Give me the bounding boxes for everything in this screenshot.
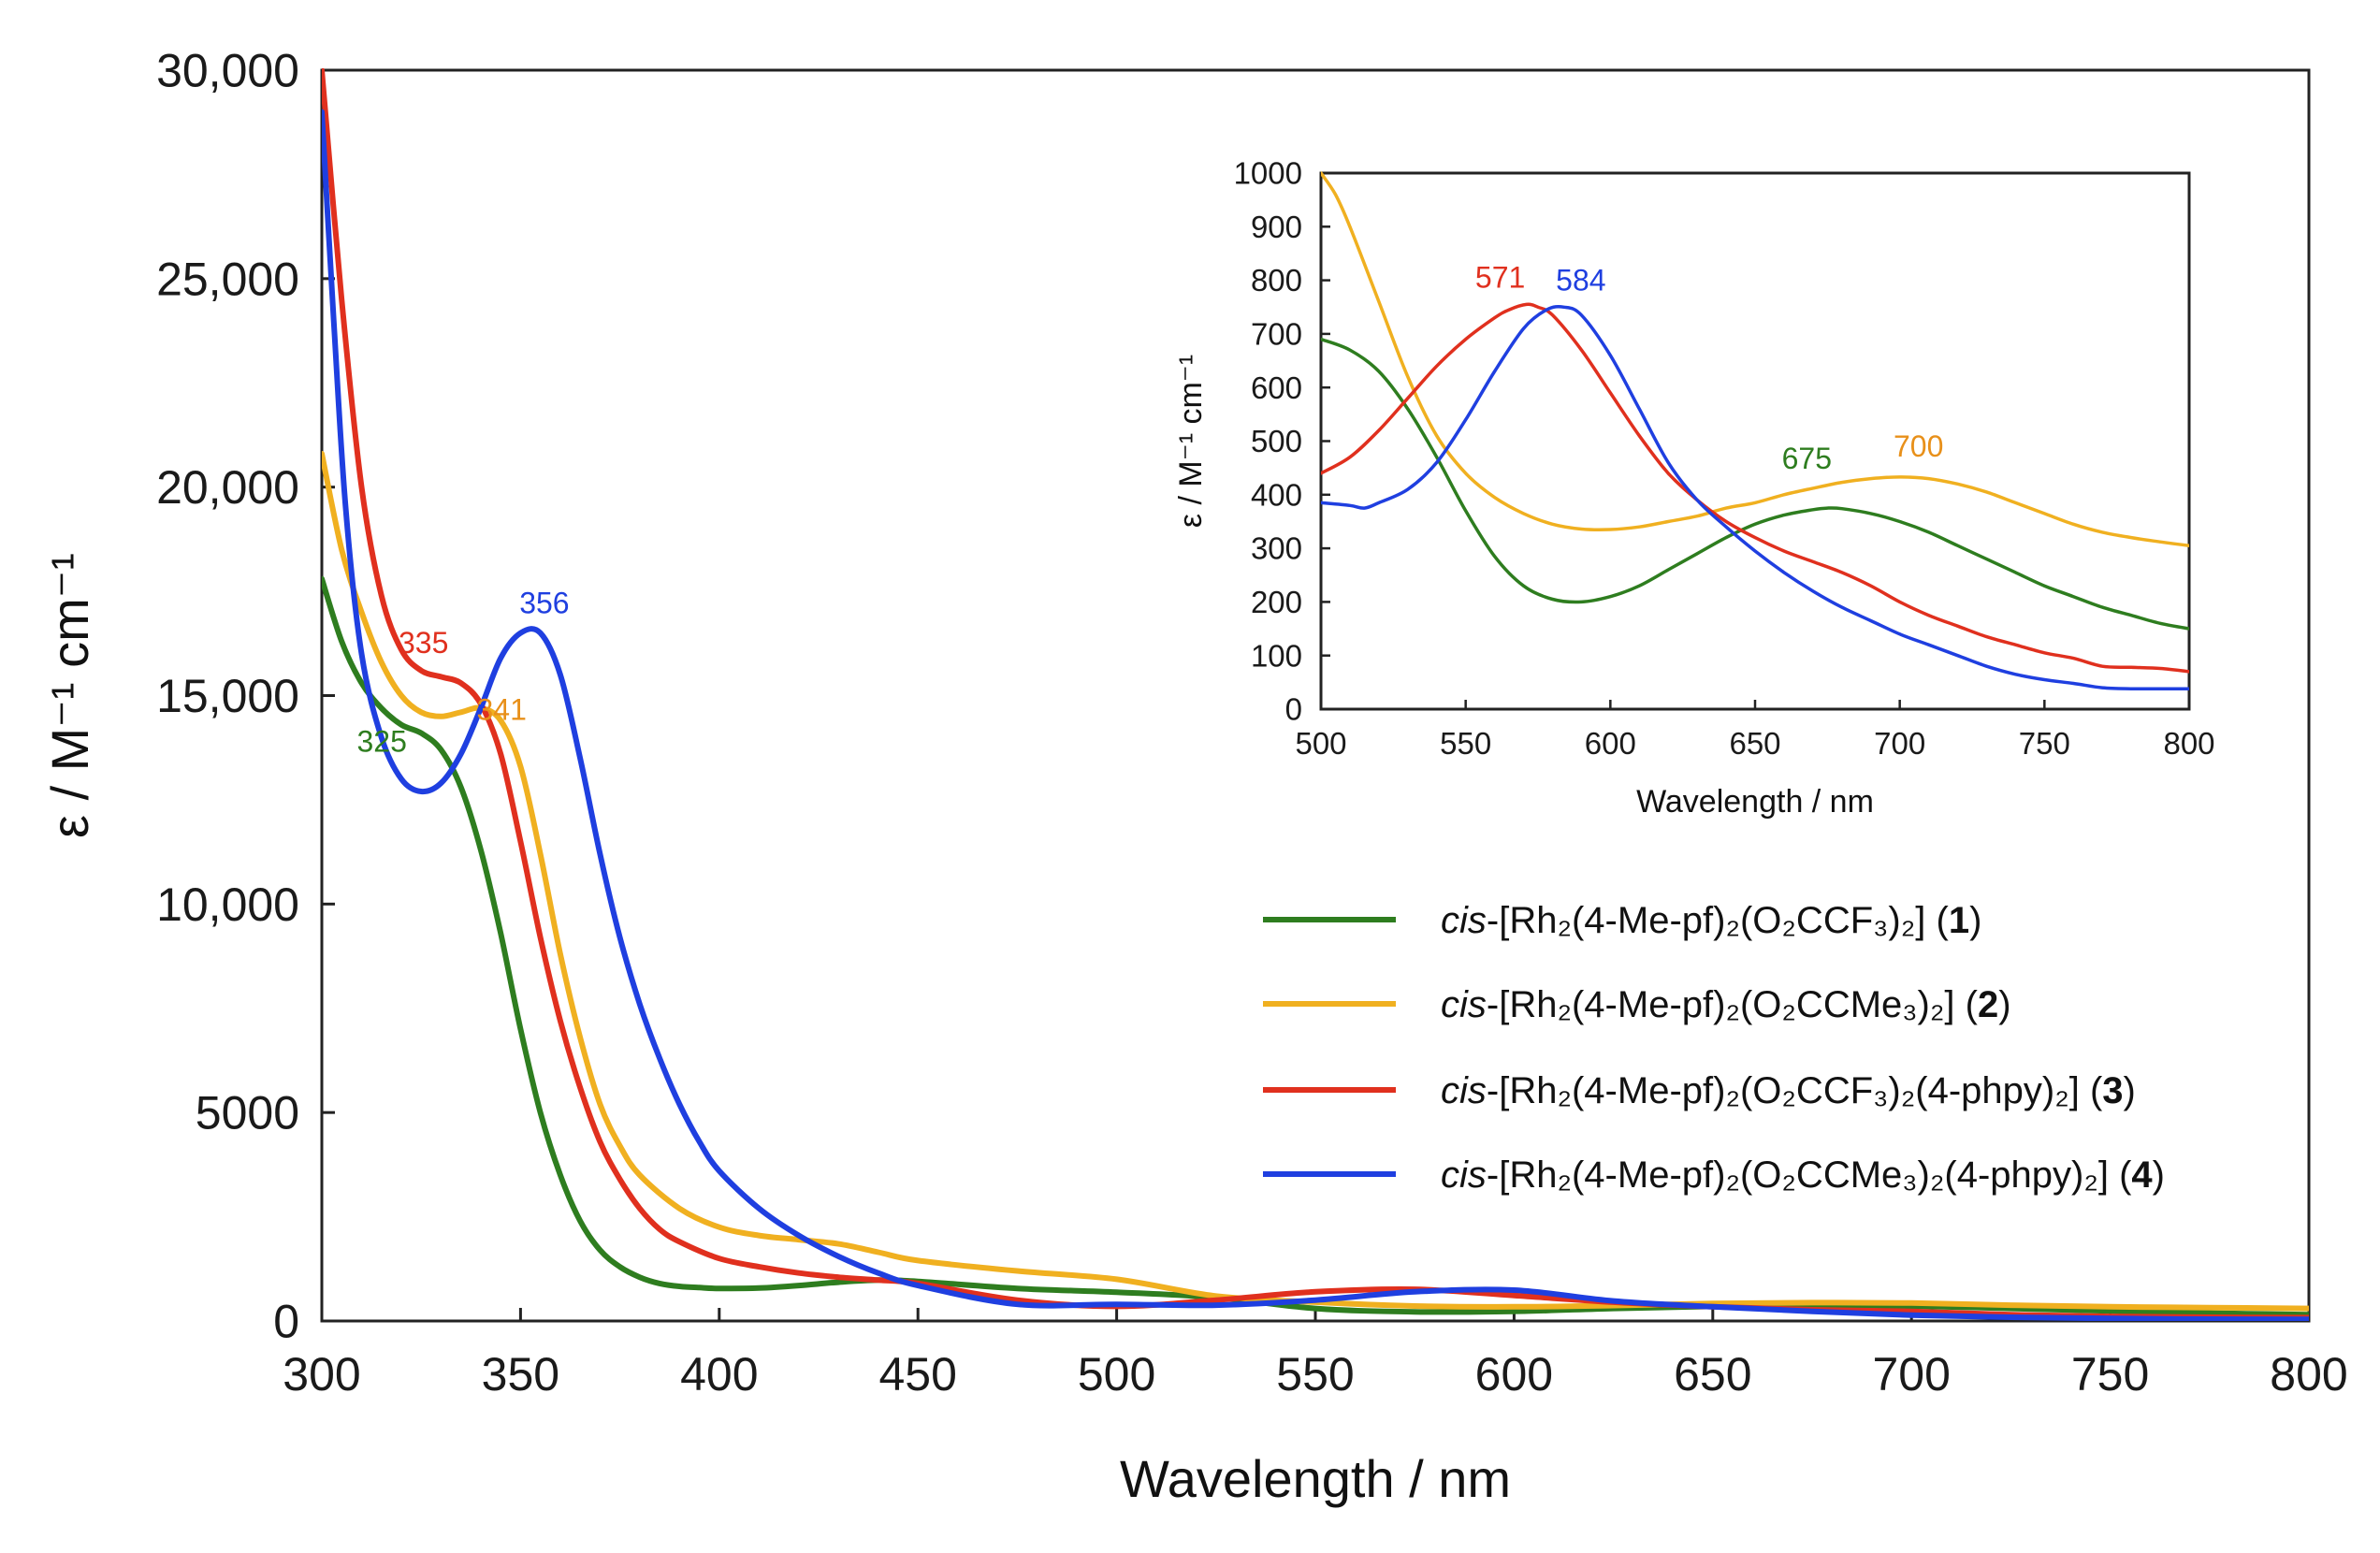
main-series-line-2 <box>322 451 2309 1312</box>
legend: cis-[Rh₂(4-Me-pf)₂(O₂CCF₃)₂] (1) cis-[Rh₂… <box>1263 900 2165 1196</box>
inset-x-tick-label: 550 <box>1440 726 1491 761</box>
main-y-tick-label: 10,000 <box>156 878 299 931</box>
inset-y-tick-label: 0 <box>1285 692 1302 727</box>
main-x-tick-label: 300 <box>283 1348 360 1401</box>
main-y-tick-label: 20,000 <box>156 461 299 514</box>
legend-entry-2: cis-[Rh₂(4-Me-pf)₂(O₂CCMe₃)₂] (2) <box>1263 984 2011 1025</box>
inset-y-tick-label: 1000 <box>1234 156 1302 191</box>
main-y-tick-label: 25,000 <box>156 253 299 305</box>
inset-series-line-1 <box>1321 337 2189 631</box>
main-x-tick-label: 750 <box>2071 1348 2149 1401</box>
main-peak-label: 356 <box>519 587 569 620</box>
inset-x-axis-title: Wavelength / nm <box>1636 784 1874 820</box>
main-x-tick-label: 700 <box>1872 1348 1950 1401</box>
inset-y-tick-label: 600 <box>1251 370 1302 405</box>
inset-peak-label: 675 <box>1782 442 1832 475</box>
inset-plot: 500 550 600 650 700 750 800 0 100 200 300 400 500 600… <box>1173 156 2215 820</box>
inset-y-tick-label: 800 <box>1251 263 1302 298</box>
main-x-tick-label: 350 <box>482 1348 559 1401</box>
legend-label-2: cis-[Rh₂(4-Me-pf)₂(O₂CCMe₃)₂] (2) <box>1441 984 2011 1025</box>
inset-y-tick-label: 400 <box>1251 477 1302 512</box>
inset-peak-label: 700 <box>1894 429 1943 463</box>
legend-label-4: cis-[Rh₂(4-Me-pf)₂(O₂CCMe₃)₂(4-phpy)₂] (… <box>1441 1154 2165 1196</box>
inset-y-axis-title: ε / M⁻¹ cm⁻¹ <box>1173 355 1209 528</box>
inset-x-tick-label: 700 <box>1874 726 1925 761</box>
main-peak-label: 325 <box>357 725 407 759</box>
inset-peak-label: 571 <box>1475 260 1525 294</box>
main-x-tick-label: 800 <box>2270 1348 2347 1401</box>
main-series-line-4 <box>322 109 2309 1321</box>
inset-y-tick-label: 700 <box>1251 316 1302 351</box>
inset-x-tick-label: 800 <box>2163 726 2214 761</box>
legend-entry-1: cis-[Rh₂(4-Me-pf)₂(O₂CCF₃)₂] (1) <box>1263 900 1981 941</box>
main-y-axis-title: ε / M⁻¹ cm⁻¹ <box>40 553 99 838</box>
legend-entry-4: cis-[Rh₂(4-Me-pf)₂(O₂CCMe₃)₂(4-phpy)₂] (… <box>1263 1154 2165 1196</box>
main-y-tick-label: 0 <box>273 1296 299 1348</box>
main-x-tick-label: 550 <box>1276 1348 1354 1401</box>
inset-x-tick-label: 750 <box>2019 726 2070 761</box>
inset-series-line-4 <box>1321 304 2189 691</box>
inset-series-line-2 <box>1321 171 2189 547</box>
inset-x-tick-label: 600 <box>1585 726 1636 761</box>
main-y-tick-label: 15,000 <box>156 670 299 722</box>
inset-y-tick-label: 500 <box>1251 424 1302 458</box>
main-series-group <box>322 68 2309 1321</box>
main-y-tick-label: 5000 <box>196 1087 299 1139</box>
legend-label-1: cis-[Rh₂(4-Me-pf)₂(O₂CCF₃)₂] (1) <box>1441 900 1981 941</box>
inset-y-tick-label: 900 <box>1251 210 1302 244</box>
main-y-tick-label: 30,000 <box>156 45 299 97</box>
legend-label-3: cis-[Rh₂(4-Me-pf)₂(O₂CCF₃)₂(4-phpy)₂] (3… <box>1441 1070 2136 1111</box>
main-peak-label: 341 <box>476 693 526 727</box>
main-x-tick-label: 450 <box>878 1348 956 1401</box>
inset-peak-label: 584 <box>1556 263 1605 297</box>
legend-entry-3: cis-[Rh₂(4-Me-pf)₂(O₂CCF₃)₂(4-phpy)₂] (3… <box>1263 1070 2136 1111</box>
main-x-tick-label: 400 <box>680 1348 758 1401</box>
main-x-axis-title: Wavelength / nm <box>1120 1449 1511 1508</box>
inset-x-tick-label: 650 <box>1729 726 1780 761</box>
inset-series-group <box>1321 171 2189 691</box>
inset-plot-frame <box>1319 171 2191 711</box>
inset-y-tick-label: 100 <box>1251 638 1302 673</box>
inset-y-tick-label: 200 <box>1251 585 1302 619</box>
main-x-tick-label: 500 <box>1078 1348 1155 1401</box>
inset-y-tick-label: 300 <box>1251 531 1302 566</box>
main-x-tick-label: 650 <box>1674 1348 1751 1401</box>
inset-series-line-3 <box>1321 302 2189 674</box>
inset-x-tick-label: 500 <box>1295 726 1346 761</box>
main-peak-label: 335 <box>399 626 448 660</box>
main-x-tick-label: 600 <box>1475 1348 1553 1401</box>
